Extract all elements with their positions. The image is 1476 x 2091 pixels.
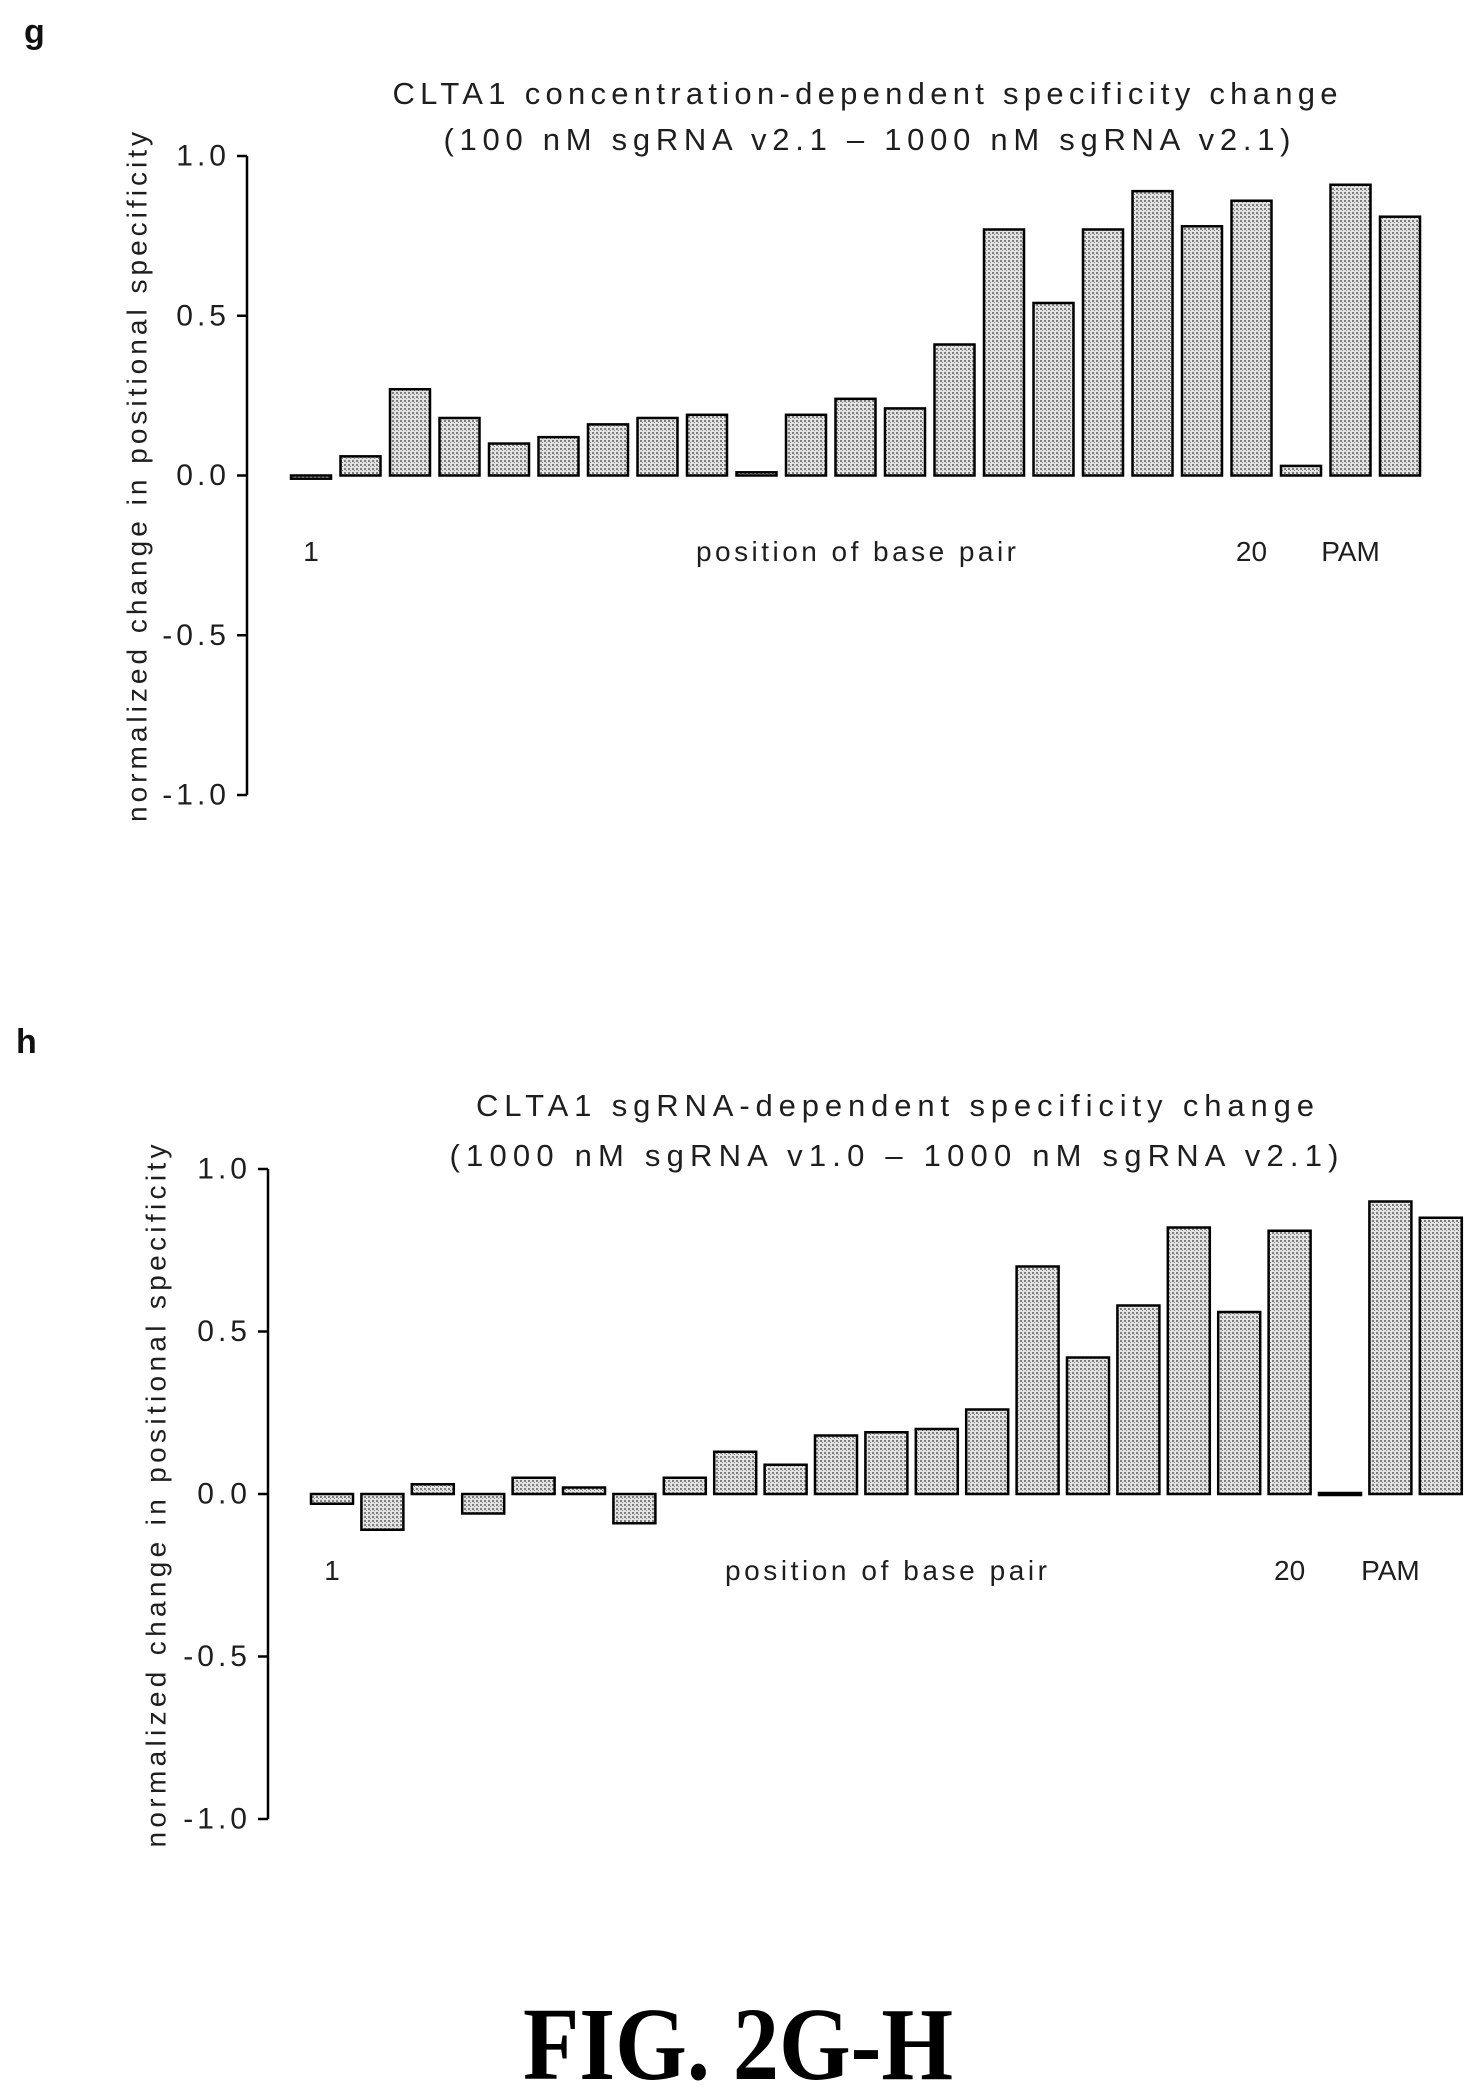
plot-area: 1.0 0.5 0.0 -0.5 -1.0 1 20 PAM [162, 140, 1420, 812]
y-axis-label: normalized change in positional specific… [122, 132, 153, 822]
bar-position-17 [1083, 229, 1123, 475]
bar-position-8 [638, 418, 678, 476]
bar-position-2 [361, 1494, 403, 1530]
bar-position-22 [1369, 1202, 1411, 1495]
bar-position-2 [341, 456, 381, 475]
bar-position-9 [687, 415, 727, 476]
y-tick-label: 1.0 [197, 1153, 251, 1186]
bar-position-20 [1269, 1231, 1311, 1494]
bar-position-6 [539, 437, 579, 475]
x-axis-label: position of base pair [725, 1555, 1047, 1586]
y-tick-label: -1.0 [162, 779, 230, 812]
bar-position-11 [815, 1436, 857, 1495]
panel-h: h CLTA1 sgRNA-dependent specificity chan… [16, 1023, 1462, 1848]
bar-position-7 [588, 424, 628, 475]
x-tick-label: PAM [1361, 1555, 1420, 1586]
bar-position-16 [1034, 303, 1074, 476]
bar-position-15 [1017, 1267, 1059, 1495]
y-tick-label: -0.5 [183, 1640, 251, 1673]
chart-subtitle: (100 nM sgRNA v2.1 – 1000 nM sgRNA v2.1) [444, 122, 1291, 157]
bar-position-22 [1331, 185, 1371, 476]
bar-position-15 [984, 229, 1024, 475]
bar-position-4 [462, 1494, 504, 1514]
chart-title: CLTA1 concentration-dependent specificit… [393, 76, 1338, 111]
bar-position-13 [885, 408, 925, 475]
plot-area: 1.0 0.5 0.0 -0.5 -1.0 1 20 PAM [183, 1153, 1462, 1836]
y-tick-label: 0.0 [197, 1478, 251, 1511]
bar-position-5 [513, 1478, 555, 1494]
bar-position-10 [765, 1465, 807, 1494]
y-tick-label: 0.0 [176, 459, 230, 492]
bar-position-14 [935, 345, 975, 476]
panel-g: g CLTA1 concentration-dependent specific… [24, 13, 1420, 822]
bar-position-14 [966, 1410, 1008, 1495]
panel-label: h [16, 1023, 37, 1061]
bar-position-23 [1420, 1218, 1462, 1494]
x-tick-label: 20 [1236, 536, 1267, 567]
y-tick-label: 0.5 [176, 299, 230, 332]
bar-position-1 [311, 1494, 353, 1504]
panel-label: g [24, 13, 45, 51]
bar-position-11 [786, 415, 826, 476]
bar-position-16 [1067, 1358, 1109, 1495]
bar-position-9 [714, 1452, 756, 1494]
bar-position-10 [737, 472, 777, 475]
bar-position-12 [836, 399, 876, 476]
x-tick-label: 1 [324, 1555, 340, 1586]
bar-position-1 [291, 476, 331, 479]
bar-position-12 [865, 1432, 907, 1494]
bar-position-8 [664, 1478, 706, 1494]
bar-position-21 [1281, 466, 1321, 476]
y-axis-label: normalized change in positional specific… [141, 1145, 172, 1848]
bar-position-17 [1117, 1306, 1159, 1495]
bar-position-21 [1319, 1493, 1361, 1495]
bar-position-3 [412, 1484, 454, 1494]
bar-position-19 [1218, 1312, 1260, 1494]
y-tick-label: -0.5 [162, 619, 230, 652]
chart-subtitle: (1000 nM sgRNA v1.0 – 1000 nM sgRNA v2.1… [450, 1138, 1339, 1173]
bar-position-6 [563, 1488, 605, 1495]
x-axis-label: position of base pair [696, 536, 1016, 567]
bar-position-4 [440, 418, 480, 476]
bar-position-7 [613, 1494, 655, 1523]
y-tick-label: -1.0 [183, 1803, 251, 1836]
bar-position-20 [1232, 201, 1272, 476]
bar-position-18 [1133, 191, 1173, 475]
bar-position-23 [1380, 217, 1420, 476]
bar-position-19 [1182, 226, 1222, 475]
x-tick-label: 20 [1274, 1555, 1305, 1586]
bar-position-5 [489, 444, 529, 476]
chart-title: CLTA1 sgRNA-dependent specificity change [476, 1088, 1314, 1123]
bar-position-3 [390, 389, 430, 475]
y-tick-label: 1.0 [176, 140, 230, 173]
x-tick-label: 1 [303, 536, 319, 567]
bar-position-18 [1168, 1228, 1210, 1495]
figure-label: FIG. 2G-H [523, 1987, 953, 2091]
x-tick-label: PAM [1321, 536, 1380, 567]
bar-position-13 [916, 1429, 958, 1494]
y-tick-label: 0.5 [197, 1315, 251, 1348]
